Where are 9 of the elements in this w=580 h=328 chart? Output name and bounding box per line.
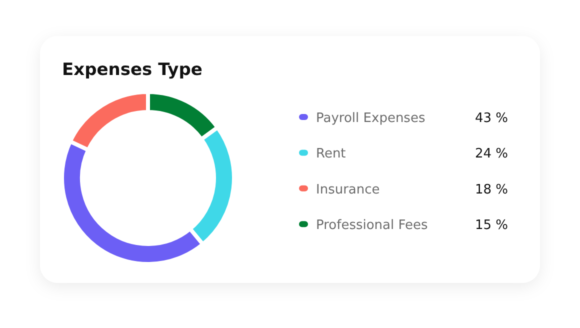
- chart-title: Expenses Type: [62, 60, 202, 80]
- data-label: 24 %: [474, 146, 508, 162]
- data-label: 18 %: [474, 182, 508, 198]
- legend-label: Professional Fees: [316, 218, 428, 234]
- legend-label: Rent: [316, 146, 346, 162]
- legend-label: Insurance: [316, 182, 380, 198]
- data-label: 43 %: [474, 111, 508, 126]
- legend-label: Payroll Expenses: [316, 111, 426, 126]
- data-label: 15 %: [474, 218, 508, 234]
